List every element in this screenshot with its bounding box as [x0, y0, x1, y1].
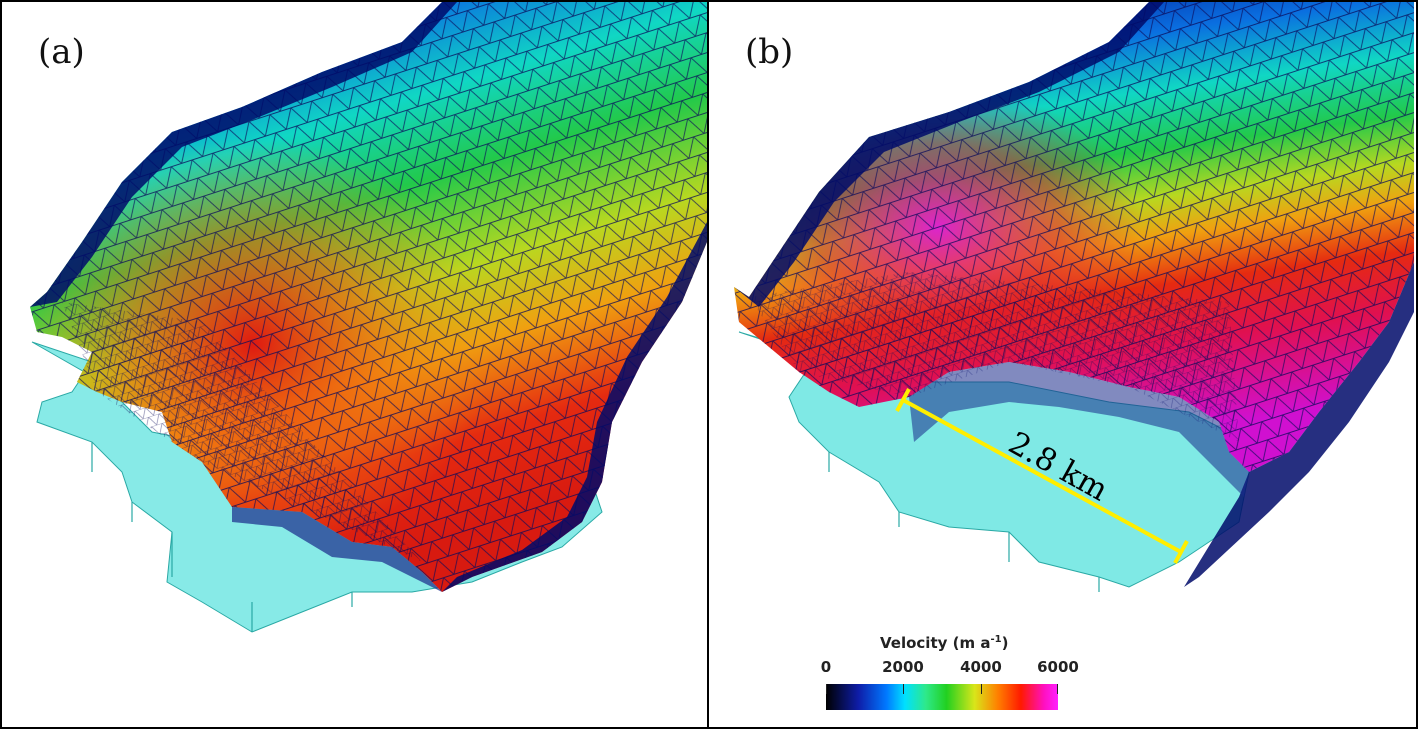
colorbar-tickmark	[826, 684, 827, 694]
colorbar-tickmark	[1057, 684, 1058, 694]
colorbar-tick-labels: 0 2000 4000 6000	[821, 658, 1079, 676]
colorbar-gradient	[826, 684, 1058, 710]
colorbar-tickmark	[903, 684, 904, 694]
colorbar-tick-2000: 2000	[882, 658, 924, 676]
colorbar-title: Velocity (m a-1)	[880, 634, 1009, 652]
measurement-line	[895, 388, 1189, 564]
colorbar-tick-4000: 4000	[960, 658, 1002, 676]
panel-label-a: (a)	[38, 32, 85, 72]
panel-a: (a)	[2, 2, 707, 727]
panel-divider	[707, 0, 709, 729]
colorbar-tick-0: 0	[820, 658, 832, 676]
panel-b: (b) 2.8 km	[709, 2, 1414, 727]
velocity-colorbar: Velocity (m a-1) 0 2000 4000 6000	[821, 634, 1079, 714]
colorbar-tick-6000: 6000	[1037, 658, 1079, 676]
glacier-mesh-render-b	[734, 2, 1414, 592]
panel-label-b: (b)	[745, 32, 794, 72]
glacier-mesh-render-a	[30, 2, 707, 633]
colorbar-tickmark	[981, 684, 982, 694]
